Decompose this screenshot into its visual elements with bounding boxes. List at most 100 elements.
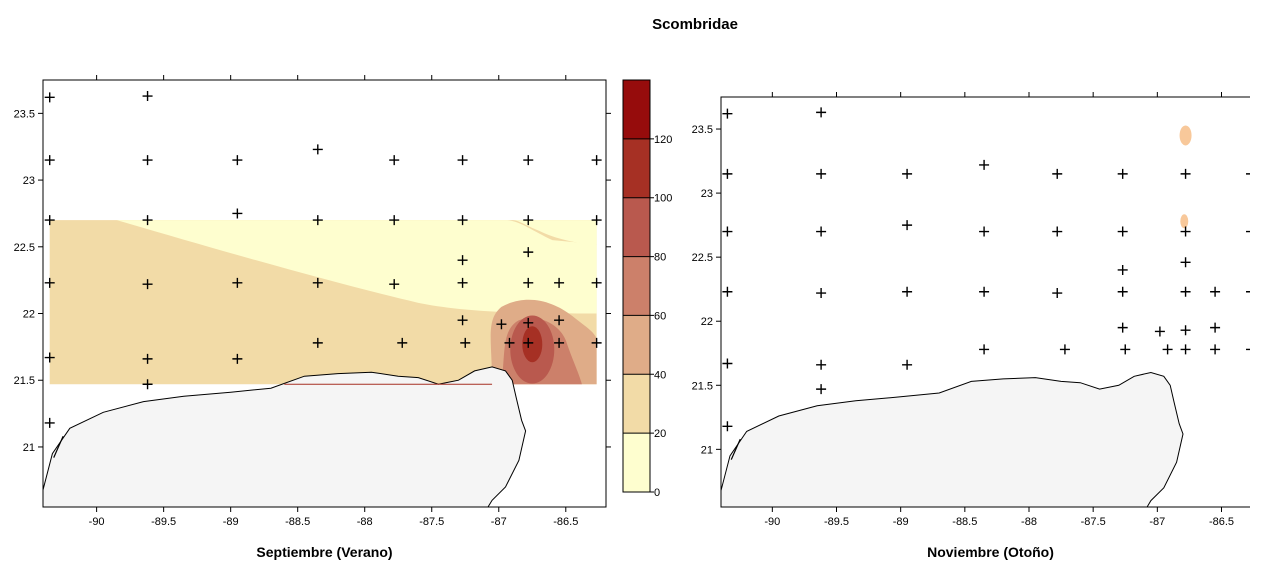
station-marker	[1210, 286, 1221, 297]
station-marker	[523, 155, 534, 166]
station-marker	[1246, 230, 1250, 233]
right-ytick-label: 21	[701, 444, 713, 456]
station-marker	[457, 255, 468, 266]
station-marker	[142, 91, 153, 102]
station-marker	[816, 107, 827, 118]
value-patch	[1179, 125, 1192, 146]
station-marker	[1210, 344, 1221, 355]
station-marker	[232, 155, 243, 166]
station-marker	[816, 288, 827, 299]
right-xtick-label: -87.5	[1081, 516, 1106, 528]
colorbar-swatch	[623, 256, 650, 316]
station-marker	[1180, 325, 1191, 336]
left-frame	[42, 79, 607, 508]
station-marker	[1154, 326, 1165, 337]
right-ytick-label: 23	[701, 188, 713, 200]
left-xtick-label: -89	[223, 516, 239, 528]
left-xtick-label: -87	[491, 516, 507, 528]
station-marker	[1180, 257, 1191, 268]
station-marker	[523, 317, 534, 328]
station-marker	[44, 277, 55, 288]
station-marker	[554, 337, 565, 348]
left-ytick-label: 23	[23, 175, 35, 187]
station-marker	[389, 155, 400, 166]
station-marker	[591, 337, 602, 348]
station-marker	[523, 337, 534, 348]
station-marker	[44, 417, 55, 428]
station-marker	[232, 353, 243, 364]
right-xtick-label: -89.5	[824, 516, 849, 528]
station-marker	[722, 358, 733, 369]
contour-band-100	[522, 326, 543, 363]
right-xtick-label: -86.5	[1209, 516, 1234, 528]
station-marker	[142, 379, 153, 390]
station-marker	[44, 352, 55, 363]
right-xtick-label: -88	[1021, 516, 1037, 528]
station-marker	[722, 286, 733, 297]
station-marker	[504, 337, 515, 348]
station-marker	[312, 277, 323, 288]
right-ytick-label: 22.5	[692, 252, 713, 264]
colorbar: 0 20 40 60 80 100 120	[622, 79, 672, 499]
station-marker	[979, 286, 990, 297]
right-xtick-label: -88.5	[952, 516, 977, 528]
left-ytick-label: 22.5	[14, 242, 35, 254]
station-marker	[902, 168, 913, 179]
station-marker	[44, 215, 55, 226]
station-marker	[142, 353, 153, 364]
station-marker	[1117, 226, 1128, 237]
station-marker	[457, 155, 468, 166]
left-xtick-label: -88	[357, 516, 373, 528]
station-marker	[1117, 322, 1128, 333]
left-xtick-label: -87.5	[419, 516, 444, 528]
left-xtick-label: -86.5	[553, 516, 578, 528]
left-xlabel: Septiembre (Verano)	[256, 544, 392, 560]
station-marker	[591, 277, 602, 288]
station-marker	[591, 155, 602, 166]
station-marker	[902, 220, 913, 231]
left-xtick-label: -89.5	[151, 516, 176, 528]
station-marker	[1180, 226, 1191, 237]
main-title: Scombridae	[652, 16, 738, 33]
right-frame	[720, 96, 1250, 508]
station-marker	[312, 144, 323, 155]
colorbar-swatch	[623, 315, 650, 375]
right-ytick-label: 22	[701, 316, 713, 328]
left-xtick-label: -88.5	[285, 516, 310, 528]
plot-area	[721, 107, 1250, 507]
colorbar-tick-label: 120	[654, 134, 672, 146]
station-marker	[1052, 226, 1063, 237]
station-marker	[979, 344, 990, 355]
station-marker	[1052, 168, 1063, 179]
station-marker	[1246, 173, 1250, 175]
station-marker	[1246, 348, 1250, 351]
station-marker	[816, 384, 827, 395]
station-marker	[389, 279, 400, 290]
station-marker	[142, 155, 153, 166]
station-marker	[457, 215, 468, 226]
station-marker	[554, 277, 565, 288]
station-marker	[902, 286, 913, 297]
colorbar-tick-label: 100	[654, 193, 672, 205]
map-panel-noviembre: -90 -89.5 -89 -88.5 -88 -87.5 -87 -86.5 21 21.5 22…	[692, 92, 1250, 560]
station-marker	[389, 215, 400, 226]
station-marker	[1180, 286, 1191, 297]
station-marker	[554, 315, 565, 326]
station-marker	[591, 215, 602, 226]
station-marker	[312, 337, 323, 348]
station-marker	[397, 337, 408, 348]
colorbar-swatch	[623, 138, 650, 198]
station-marker	[816, 359, 827, 370]
colorbar-swatch	[623, 374, 650, 434]
map-panel-septiembre: -90 -89.5 -89 -88.5 -88 -87.5 -87 -86.5 21 21.5 22…	[14, 75, 611, 560]
left-ytick-label: 22	[23, 309, 35, 321]
colorbar-swatch	[623, 197, 650, 257]
station-marker	[722, 421, 733, 432]
station-marker	[816, 168, 827, 179]
station-marker	[523, 277, 534, 288]
station-marker	[722, 168, 733, 179]
station-marker	[979, 159, 990, 170]
lagoon-line	[730, 438, 741, 460]
lagoon-line	[53, 436, 64, 458]
station-marker	[457, 315, 468, 326]
